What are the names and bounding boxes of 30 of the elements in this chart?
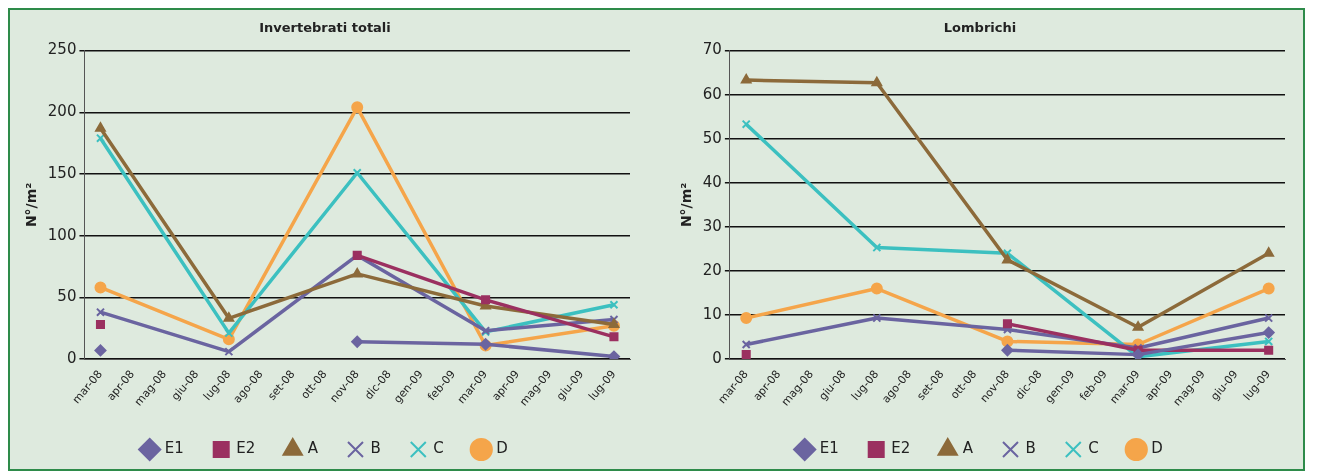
y-axis-title: N°/m² <box>23 182 40 228</box>
y-tick-label: 70 <box>702 40 722 59</box>
y-tick-label: 50 <box>702 128 722 147</box>
y-tick-label: 100 <box>47 225 77 244</box>
y-tick-label: 150 <box>47 163 77 182</box>
y-tick-label: 200 <box>47 102 77 121</box>
y-tick-label: 30 <box>702 216 722 235</box>
y-tick-label: 50 <box>57 287 77 306</box>
legend-label: E2 <box>891 439 911 458</box>
legend-label: C <box>1088 439 1099 458</box>
chart-title: Lombrichi <box>943 20 1017 36</box>
legend-label: A <box>962 439 974 458</box>
legend-label: C <box>433 439 444 458</box>
legend-label: A <box>307 439 319 458</box>
y-tick-label: 20 <box>702 260 722 279</box>
legend-label: E1 <box>164 439 184 458</box>
y-tick-label: 60 <box>702 84 722 103</box>
y-tick-label: 0 <box>66 348 77 367</box>
chart-title: Invertebrati totali <box>259 20 391 36</box>
legend-label: B <box>370 439 381 458</box>
y-axis-title: N°/m² <box>678 182 695 228</box>
y-tick-label: 0 <box>712 348 722 367</box>
y-tick-label: 40 <box>702 172 722 191</box>
legend-label: D <box>1151 439 1163 458</box>
legend-label: B <box>1025 439 1036 458</box>
y-tick-label: 250 <box>47 40 77 59</box>
legend-label: E1 <box>819 439 839 458</box>
legend-label: E2 <box>236 439 256 458</box>
legend-label: D <box>496 439 508 458</box>
y-tick-label: 10 <box>702 304 722 323</box>
